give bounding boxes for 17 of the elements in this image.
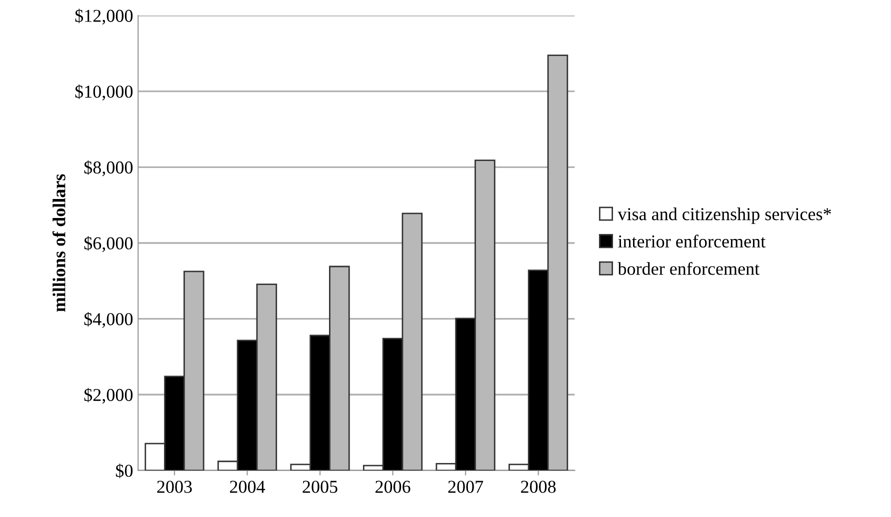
x-tick-label: 2006 bbox=[376, 480, 410, 493]
y-tick-label: $2,000 bbox=[84, 388, 133, 404]
x-tick-label: 2007 bbox=[448, 480, 484, 493]
legend-label: border enforcement bbox=[618, 262, 760, 275]
y-tick-label: $4,000 bbox=[84, 312, 133, 328]
x-tick-label: 2005 bbox=[302, 480, 338, 493]
y-tick-label: $6,000 bbox=[84, 236, 133, 252]
x-tick-label: 2004 bbox=[230, 480, 266, 493]
y-tick-label: $0 bbox=[116, 464, 133, 478]
y-tick-label: $8,000 bbox=[84, 160, 133, 176]
y-tick-label: $10,000 bbox=[75, 84, 133, 100]
y-tick-label: $12,000 bbox=[75, 8, 133, 25]
legend-label: visa and citizenship services* bbox=[618, 208, 831, 224]
x-tick-label: 2008 bbox=[521, 480, 556, 493]
y-axis-title: millions of dollars bbox=[52, 174, 66, 312]
x-tick-label: 2003 bbox=[157, 480, 192, 493]
legend-label: interior enforcement bbox=[618, 234, 766, 248]
